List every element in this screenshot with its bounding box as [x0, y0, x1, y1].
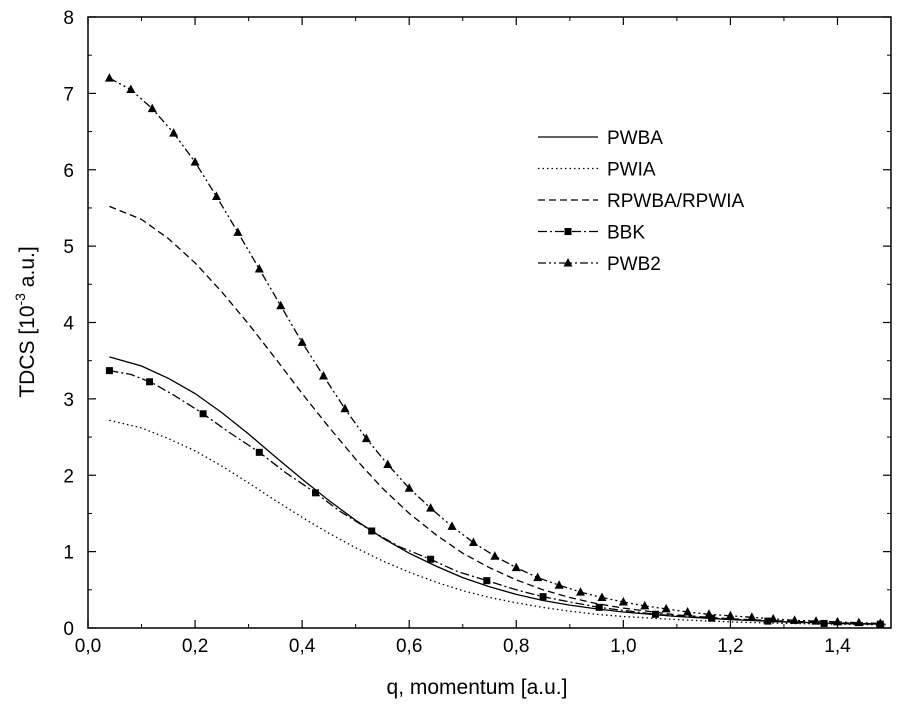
series-rpwba-rpwia: [109, 205, 886, 625]
data-point-bbk: [820, 619, 828, 627]
data-point-pwb2: [576, 587, 586, 596]
x-tick-label: 0,6: [396, 636, 422, 657]
data-point-pwb2: [426, 503, 436, 512]
data-point-pwb2: [832, 616, 842, 626]
y-axis-label: TDCS [10-3 a.u.]: [12, 246, 39, 397]
x-tick-label: 0,2: [182, 636, 208, 657]
data-point-pwb2: [211, 191, 221, 200]
axes-layer: 0,0 0,2 0,4 0,6 0,8 1,0 1,2 1,4 0 1 2 3 4 5 6 7 8: [63, 8, 892, 657]
data-point-pwb2: [661, 603, 671, 613]
x-axis-label: q, momentum [a.u.]: [387, 676, 568, 699]
y-axis-label-suffix: a.u.]: [16, 246, 39, 293]
data-point-pwb2: [104, 73, 114, 82]
data-point-pwb2: [361, 433, 371, 443]
data-point-pwb2: [875, 618, 885, 627]
data-point-pwb2: [811, 616, 821, 625]
legend-marker-bbk: [564, 228, 572, 235]
data-point-pwb2: [768, 613, 778, 623]
data-point-pwb2: [276, 300, 286, 310]
legend-marker-pwb2: [563, 258, 573, 267]
data-point-pwb2: [233, 227, 243, 236]
data-point-bbk: [199, 410, 207, 418]
y-axis-label-exponent: -3: [12, 293, 28, 306]
legend-label-rpwba-rpwia: RPWBA/RPWIA: [607, 191, 745, 212]
y-axis-label-prefix: TDCS [10: [16, 305, 39, 397]
y-tick-label: 0: [63, 619, 74, 640]
series-line-pwba: [109, 356, 886, 625]
data-point-pwb2: [404, 483, 414, 492]
data-point-pwb2: [747, 612, 757, 621]
series-line-pwb2: [109, 77, 881, 625]
data-point-pwb2: [254, 264, 264, 273]
x-tick-label: 0,4: [289, 636, 316, 657]
series-pwb2: [104, 73, 885, 627]
data-point-pwb2: [147, 103, 157, 113]
x-tick-label: 1,4: [824, 636, 851, 657]
legend-label-pwia: PWIA: [607, 160, 656, 181]
y-tick-label: 6: [63, 161, 74, 182]
legend-label-pwba: PWBA: [607, 128, 663, 149]
data-point-pwb2: [468, 537, 478, 546]
data-point-pwb2: [704, 609, 714, 618]
y-tick-label: 8: [63, 8, 74, 29]
data-point-bbk: [312, 489, 320, 497]
y-tick-label: 4: [63, 314, 74, 335]
series-layer: [104, 73, 886, 628]
data-point-bbk: [427, 555, 435, 563]
data-point-pwb2: [190, 157, 200, 166]
series-line-rpwba-rpwia: [109, 205, 886, 625]
x-tick-label: 0,0: [75, 636, 101, 657]
data-point-bbk: [539, 593, 547, 601]
data-point-pwb2: [683, 606, 693, 616]
data-point-pwb2: [790, 615, 800, 624]
data-point-pwb2: [490, 551, 500, 560]
data-point-pwb2: [618, 597, 628, 606]
data-point-pwb2: [725, 610, 735, 620]
data-point-pwb2: [297, 337, 307, 346]
data-point-bbk: [105, 367, 113, 375]
legend: PWBA PWIA RPWBA/RPWIA BBK PWB2: [538, 128, 745, 275]
x-tick-label: 0,8: [503, 636, 529, 657]
data-point-pwb2: [169, 128, 179, 137]
legend-label-pwb2: PWB2: [607, 254, 661, 275]
data-point-bbk: [764, 617, 772, 625]
data-point-pwb2: [383, 459, 393, 469]
plot-frame: [87, 16, 892, 629]
y-tick-label: 5: [63, 237, 74, 258]
y-tick-label: 2: [63, 466, 74, 487]
y-tick-label: 1: [63, 543, 74, 564]
x-tick-label: 1,2: [717, 636, 743, 657]
series-pwba: [109, 356, 886, 625]
data-point-pwb2: [597, 592, 607, 601]
y-tick-label: 3: [63, 390, 74, 411]
series-pwia: [109, 419, 886, 626]
data-point-pwb2: [340, 403, 350, 413]
series-line-pwia: [109, 419, 886, 626]
y-tick-label: 7: [63, 84, 74, 105]
series-line-bbk: [109, 369, 881, 625]
data-point-pwb2: [554, 580, 564, 589]
legend-label-bbk: BBK: [607, 223, 645, 244]
data-point-pwb2: [854, 617, 864, 627]
data-point-bbk: [368, 527, 376, 535]
data-point-bbk: [595, 603, 603, 611]
data-point-bbk: [708, 614, 716, 622]
data-point-pwb2: [319, 370, 329, 380]
x-tick-label: 1,0: [610, 636, 636, 657]
data-point-bbk: [483, 577, 491, 585]
data-point-bbk: [255, 448, 263, 456]
data-point-pwb2: [640, 600, 650, 610]
data-point-pwb2: [511, 562, 521, 572]
data-point-pwb2: [126, 84, 136, 94]
data-point-bbk: [146, 378, 154, 386]
data-point-pwb2: [533, 572, 543, 582]
data-point-pwb2: [447, 521, 457, 530]
data-point-bbk: [651, 610, 659, 618]
